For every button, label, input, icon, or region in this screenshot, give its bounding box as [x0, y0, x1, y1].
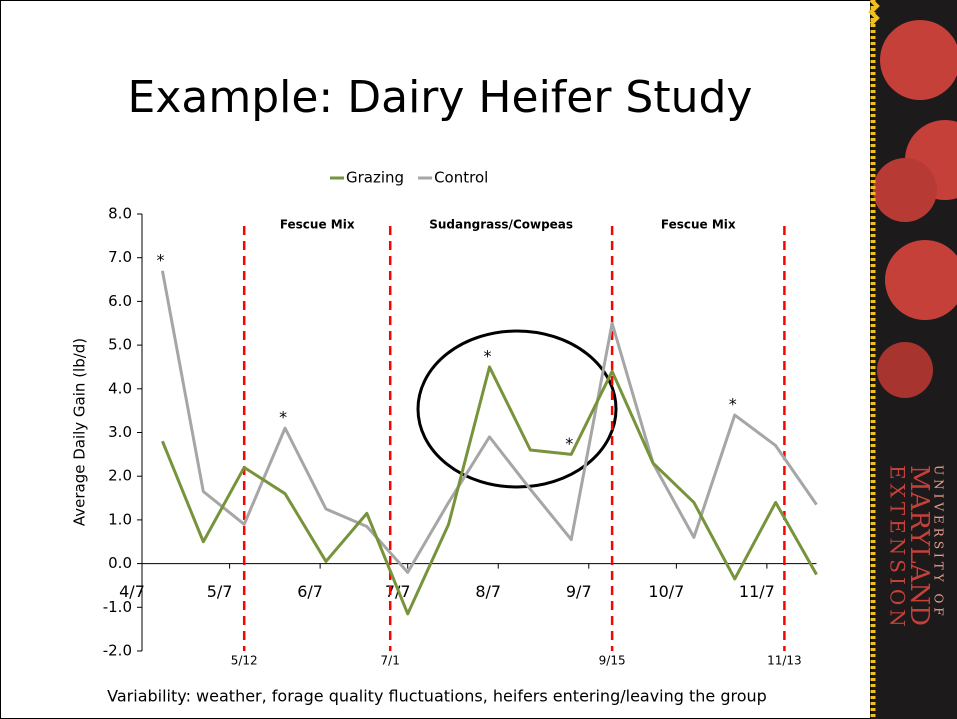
series-line — [160, 270, 818, 574]
annotation: * — [483, 346, 491, 365]
x-tick-label: 10/7 — [648, 582, 684, 601]
annotation: * — [565, 434, 573, 453]
y-tick-label: 2.0 — [108, 467, 132, 485]
annotation: * — [729, 395, 737, 414]
logo-line: MARYLAND — [904, 465, 934, 626]
y-tick-label: 3.0 — [108, 423, 132, 441]
y-tick-label: 1.0 — [108, 510, 132, 528]
series-line — [161, 365, 818, 616]
slide-background — [0, 0, 871, 719]
y-axis-label: Average Daily Gain (lb/d) — [71, 338, 89, 526]
shell-plate — [880, 20, 957, 100]
x-tick-label: 6/7 — [297, 582, 323, 601]
logo-line: UNIVERSITY OF — [932, 465, 946, 620]
divider-label: 11/13 — [767, 654, 802, 668]
chart-title: Example: Dairy Heifer Study — [128, 72, 753, 123]
shell-plate — [873, 158, 937, 222]
annotation: * — [156, 250, 164, 269]
y-tick-label: -2.0 — [103, 642, 132, 660]
y-tick-label: 4.0 — [108, 379, 132, 397]
highlight-circle — [416, 329, 618, 489]
period-label: Sudangrass/Cowpeas — [429, 218, 573, 232]
x-tick-label: 9/7 — [566, 582, 592, 601]
shell-plate — [885, 240, 957, 320]
x-tick-label: 11/7 — [739, 582, 775, 601]
y-tick-label: 0.0 — [108, 554, 132, 572]
y-tick-label: 8.0 — [108, 205, 132, 223]
sidebar: UNIVERSITY OF MARYLAND EXTENSION — [868, 0, 957, 719]
period-label: Fescue Mix — [280, 218, 355, 232]
period-label: Fescue Mix — [661, 218, 736, 232]
y-tick-label: 7.0 — [108, 248, 132, 266]
y-tick-label: 5.0 — [108, 336, 132, 354]
shell-plate — [877, 342, 933, 398]
x-tick-label: 4/7 — [119, 582, 145, 601]
divider-label: 9/15 — [599, 654, 626, 668]
divider-label: 7/1 — [381, 654, 400, 668]
legend-label: Grazing — [346, 169, 404, 187]
annotation: * — [279, 408, 287, 427]
legend-label: Control — [434, 169, 488, 187]
sidebar-logo: UNIVERSITY OF MARYLAND EXTENSION — [886, 465, 946, 631]
x-tick-label: 8/7 — [475, 582, 501, 601]
x-tick-label: 5/7 — [207, 582, 233, 601]
divider-label: 5/12 — [231, 654, 258, 668]
logo-line: EXTENSION — [886, 465, 910, 631]
y-tick-label: 6.0 — [108, 292, 132, 310]
y-tick-label: -1.0 — [103, 598, 132, 616]
footnote: Variability: weather, forage quality flu… — [107, 687, 767, 706]
